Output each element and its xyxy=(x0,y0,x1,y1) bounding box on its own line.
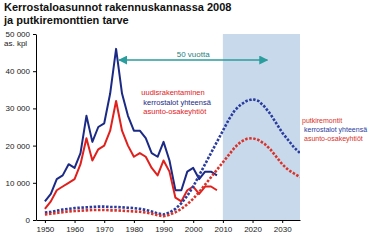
y-tick-mark xyxy=(33,71,36,72)
y-tick-label: 30 000 xyxy=(6,104,31,113)
x-tick: 1970 xyxy=(96,220,114,234)
y-tick-label: 20 000 xyxy=(6,142,31,151)
y-tick-label: 40 000 xyxy=(6,67,31,76)
y-axis: 0 10 000 20 000 30 000 40 000 50 000 xyxy=(6,30,37,225)
x-tick: 2030 xyxy=(274,220,292,234)
y-tick-mark xyxy=(33,146,36,147)
y-tick-mark xyxy=(33,108,36,109)
x-tick: 1990 xyxy=(155,220,173,234)
x-tick-mark xyxy=(75,220,76,223)
y-tick-mark xyxy=(33,34,36,35)
y-tick: 20 000 xyxy=(6,142,36,151)
plot-area xyxy=(45,34,300,220)
group-label: putkiremontit xyxy=(302,117,342,125)
x-tick-label: 2000 xyxy=(185,225,203,234)
x-tick-mark xyxy=(223,220,224,223)
x-tick-label: 1970 xyxy=(96,225,114,234)
series-label: asunto-osakeyhtiöt xyxy=(143,107,207,116)
series-line xyxy=(45,138,300,216)
x-tick-mark xyxy=(134,220,135,223)
series-label: kerrostalot yhteensä xyxy=(304,126,367,134)
x-tick-mark xyxy=(104,220,105,223)
y-tick: 30 000 xyxy=(6,104,36,113)
y-tick: 40 000 xyxy=(6,67,36,76)
plot: 010 00020 00030 00040 00050 000195019601… xyxy=(6,30,301,234)
y-tick-label: 0 xyxy=(26,216,31,225)
x-axis: 1950 1960 1970 1980 1990 2000 2010 2020 2030 xyxy=(37,220,301,234)
x-axis-line xyxy=(37,220,301,221)
group-label: uudisrakentaminen xyxy=(141,88,204,97)
subtitle: ja putkiremonttien tarve xyxy=(3,14,129,26)
y-tick: 50 000 xyxy=(6,30,36,39)
x-tick: 1960 xyxy=(66,220,84,234)
y-tick-label: 50 000 xyxy=(6,30,31,39)
y-tick: 0 xyxy=(26,216,36,225)
x-tick: 1980 xyxy=(125,220,143,234)
x-tick-mark xyxy=(193,220,194,223)
x-tick-label: 2030 xyxy=(274,225,292,234)
y-axis-line xyxy=(36,35,37,221)
x-tick-label: 1990 xyxy=(155,225,173,234)
x-tick-mark xyxy=(45,220,46,223)
y-axis-title: as. kpl xyxy=(4,39,27,48)
x-tick-mark xyxy=(253,220,254,223)
series-label: asunto-osakeyhtiöt xyxy=(304,135,363,143)
series-line xyxy=(45,49,217,202)
series-label: kerrostalot yhteensä xyxy=(143,98,211,107)
x-tick-mark xyxy=(282,220,283,223)
x-tick: 1950 xyxy=(37,220,55,234)
x-tick-label: 2010 xyxy=(214,225,232,234)
forecast-region xyxy=(223,34,300,220)
x-tick: 2000 xyxy=(185,220,203,234)
x-tick-label: 1950 xyxy=(37,225,55,234)
x-tick-label: 1960 xyxy=(66,225,84,234)
x-tick: 2020 xyxy=(244,220,262,234)
series-line xyxy=(45,101,217,209)
series-line xyxy=(45,99,300,214)
annotation-text: 50 vuotta xyxy=(177,50,210,59)
x-tick-label: 1980 xyxy=(125,225,143,234)
y-tick-mark xyxy=(33,183,36,184)
y-tick-mark xyxy=(33,220,36,221)
title: Kerrostaloasunnot rakennuskannassa 2008 xyxy=(4,1,231,13)
annotation-arrow xyxy=(119,59,267,61)
y-tick: 10 000 xyxy=(6,179,36,188)
x-tick-mark xyxy=(164,220,165,223)
chart: 010 00020 00030 00040 00050 000195019601… xyxy=(0,0,374,250)
y-tick-label: 10 000 xyxy=(6,179,31,188)
x-tick-label: 2020 xyxy=(244,225,262,234)
x-tick: 2010 xyxy=(214,220,232,234)
